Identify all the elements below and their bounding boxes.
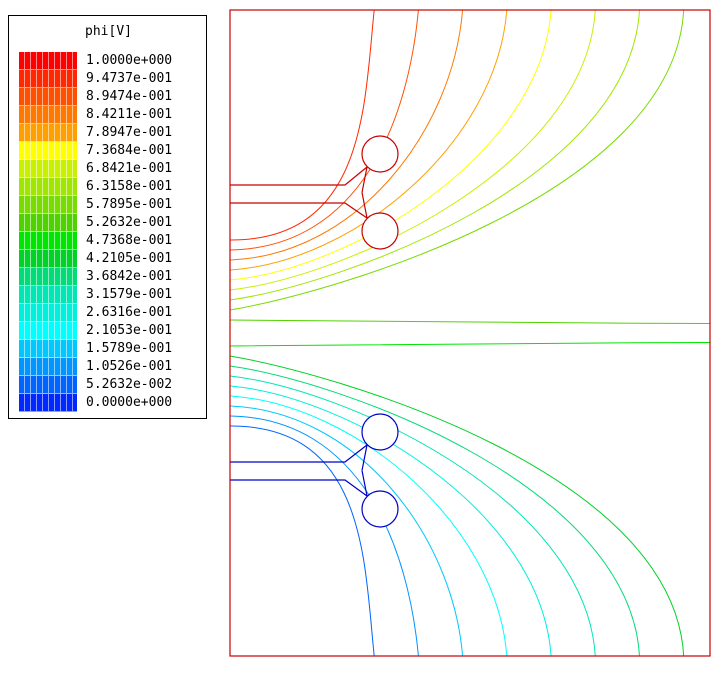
legend-swatch: [19, 106, 77, 124]
legend-swatch: [19, 160, 77, 178]
contour-line: [229, 319, 711, 324]
contour-line: [229, 9, 464, 261]
legend-label: 5.2632e-002: [86, 377, 173, 392]
legend-label: 6.3158e-001: [86, 179, 173, 194]
legend-entry: 5.2632e-001: [9, 214, 208, 232]
legend-swatch: [19, 250, 77, 268]
legend-label: 9.4737e-001: [86, 71, 173, 86]
contour-line: [229, 9, 419, 251]
legend-entry: 7.8947e-001: [9, 124, 208, 142]
legend-swatch: [19, 88, 77, 106]
legend-entry: 7.3684e-001: [9, 142, 208, 160]
contour-line: [229, 395, 508, 657]
electrode-lead: [230, 444, 368, 497]
legend-entry: 2.1053e-001: [9, 322, 208, 340]
legend-label: 2.6316e-001: [86, 305, 173, 320]
contour-lines: [229, 9, 711, 657]
electrode-lead: [230, 166, 368, 219]
electrode-tip: [361, 490, 399, 528]
legend-label: 2.1053e-001: [86, 323, 173, 338]
electrode-tip: [361, 212, 399, 250]
legend-swatch: [19, 52, 77, 70]
legend-entry: 5.7895e-001: [9, 196, 208, 214]
legend-entry: 9.4737e-001: [9, 70, 208, 88]
legend-swatch: [19, 376, 77, 394]
legend-entry: 1.0000e+000: [9, 52, 208, 70]
electrode-low: [230, 413, 399, 528]
legend-label: 8.9474e-001: [86, 89, 173, 104]
legend-entry: 6.3158e-001: [9, 178, 208, 196]
legend-entry: 1.0526e-001: [9, 358, 208, 376]
legend-entry: 4.7368e-001: [9, 232, 208, 250]
legend-title: phi[V]: [85, 24, 132, 39]
contour-line: [229, 9, 640, 301]
legend-label: 4.7368e-001: [86, 233, 173, 248]
contour-line: [229, 9, 596, 291]
contour-line: [229, 365, 640, 657]
legend-entry: 3.6842e-001: [9, 268, 208, 286]
contour-line: [229, 405, 464, 657]
legend-label: 5.7895e-001: [86, 197, 173, 212]
contour-line: [229, 415, 419, 657]
legend-swatch: [19, 304, 77, 322]
legend-swatch: [19, 232, 77, 250]
legend-label: 1.0000e+000: [86, 53, 173, 68]
legend-entry: 8.4211e-001: [9, 106, 208, 124]
contour-line: [229, 375, 596, 657]
legend-entry: 3.1579e-001: [9, 286, 208, 304]
legend-swatch: [19, 70, 77, 88]
legend-label: 1.0526e-001: [86, 359, 173, 374]
legend-label: 7.8947e-001: [86, 125, 173, 140]
legend-swatch: [19, 142, 77, 160]
electrodes: [230, 135, 399, 528]
legend-swatch: [19, 340, 77, 358]
legend-label: 6.8421e-001: [86, 161, 173, 176]
electrode-tip: [361, 413, 399, 451]
contour-line: [229, 385, 552, 657]
legend-swatch: [19, 178, 77, 196]
contour-line: [229, 425, 375, 657]
legend-entry: 2.6316e-001: [9, 304, 208, 322]
legend-label: 4.2105e-001: [86, 251, 173, 266]
legend-swatch: [19, 358, 77, 376]
legend-label: 3.6842e-001: [86, 269, 173, 284]
legend-entry: 4.2105e-001: [9, 250, 208, 268]
legend-swatch: [19, 394, 77, 412]
legend-swatch: [19, 286, 77, 304]
legend-entry: 0.0000e+000: [9, 394, 208, 412]
colorbar-legend: phi[V] 1.0000e+000 9.4737e-001 8.9474e-001…: [8, 15, 207, 419]
legend-label: 7.3684e-001: [86, 143, 173, 158]
contour-line: [229, 9, 685, 311]
legend-label: 3.1579e-001: [86, 287, 173, 302]
legend-entry: 6.8421e-001: [9, 160, 208, 178]
contour-line: [229, 9, 508, 271]
legend-label: 5.2632e-001: [86, 215, 173, 230]
electrode-high: [230, 135, 399, 250]
legend-entry: 8.9474e-001: [9, 88, 208, 106]
legend-swatch: [19, 124, 77, 142]
legend-swatch: [19, 196, 77, 214]
contour-line: [229, 9, 375, 241]
legend-label: 0.0000e+000: [86, 395, 173, 410]
contour-line: [229, 355, 685, 657]
legend-swatch: [19, 214, 77, 232]
legend-swatch: [19, 268, 77, 286]
legend-label: 8.4211e-001: [86, 107, 173, 122]
contour-line: [229, 342, 711, 347]
domain-border: [229, 9, 711, 657]
legend-entry: 5.2632e-002: [9, 376, 208, 394]
legend-label: 1.5789e-001: [86, 341, 173, 356]
legend-entry: 1.5789e-001: [9, 340, 208, 358]
contour-line: [229, 9, 552, 281]
legend-swatch: [19, 322, 77, 340]
electrode-tip: [361, 135, 399, 173]
